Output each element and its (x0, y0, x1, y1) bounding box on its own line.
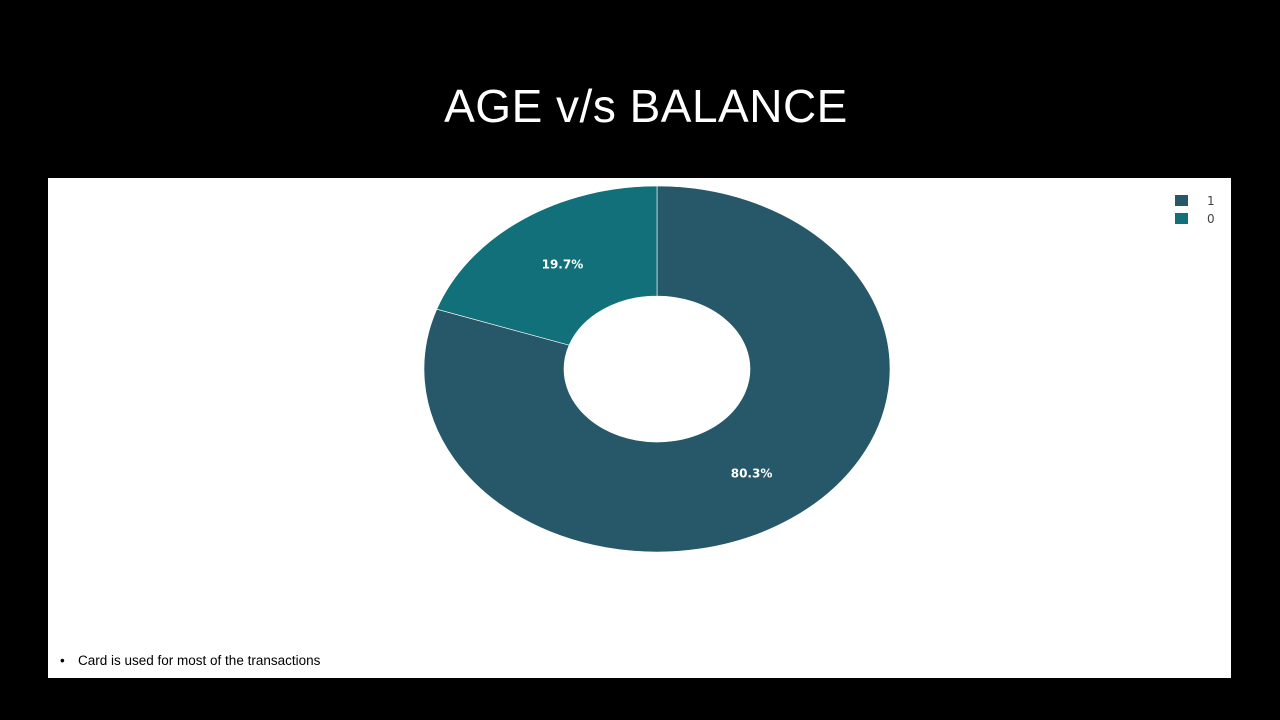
legend-swatch-0[interactable] (1175, 213, 1188, 224)
slice-label-1: 80.3% (731, 466, 773, 480)
bullet-icon: • (60, 653, 65, 668)
slide-title: AGE v/s BALANCE (444, 80, 848, 132)
legend-swatch-1[interactable] (1175, 195, 1188, 206)
slice-label-0: 19.7% (542, 258, 584, 272)
bullet-note-text: Card is used for most of the transaction… (78, 653, 321, 668)
legend-label-0[interactable]: 0 (1207, 212, 1215, 226)
donut-chart: 80.3% 19.7% 1 0 (423, 185, 1215, 553)
donut-slice-0 (436, 185, 658, 346)
donut-slice-1 (423, 185, 891, 553)
bullet-note: • Card is used for most of the transactio… (60, 652, 320, 670)
chart-panel: 80.3% 19.7% 1 0 • Card is used for most of t… (48, 178, 1231, 678)
legend-label-1[interactable]: 1 (1207, 194, 1215, 208)
